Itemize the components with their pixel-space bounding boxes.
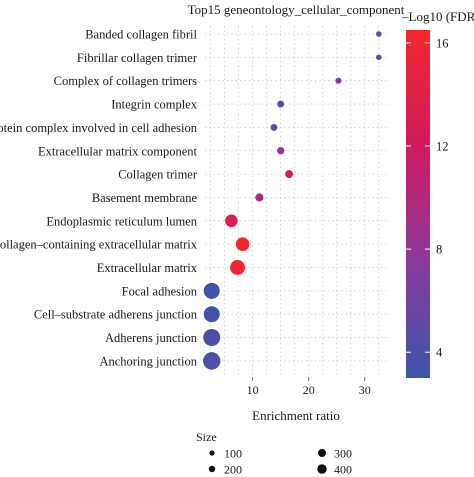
category-label: Extracellular matrix <box>97 261 198 275</box>
data-point <box>376 54 382 61</box>
data-point <box>277 100 285 108</box>
color-tick-label: 16 <box>436 36 449 50</box>
x-axis-title: Enrichment ratio <box>252 408 340 423</box>
size-legend-dot <box>209 450 215 456</box>
data-point <box>255 193 264 202</box>
color-legend: –Log10 (FDR) 4 8 12 16 <box>401 9 474 378</box>
data-point <box>270 123 278 131</box>
data-point <box>285 170 294 179</box>
color-tick-label: 8 <box>436 243 442 257</box>
size-legend: Size 100 200 300 400 <box>196 430 352 477</box>
size-legend-dot <box>318 449 326 457</box>
size-legend-title: Size <box>196 430 217 444</box>
category-label: Focal adhesion <box>122 284 198 298</box>
size-legend-label: 200 <box>224 463 242 477</box>
category-label: Complex of collagen trimers <box>54 74 198 88</box>
data-point <box>203 306 220 323</box>
category-label: Extracellular matrix component <box>38 144 197 158</box>
x-tick-label: 20 <box>303 383 315 397</box>
data-point <box>203 282 220 299</box>
category-label: Cell–substrate adherens junction <box>34 308 198 322</box>
category-label: Banded collagen fibril <box>85 28 197 42</box>
category-label: Integrin complex <box>111 98 197 112</box>
size-legend-dot <box>208 465 216 473</box>
data-point <box>203 352 221 370</box>
data-point <box>230 260 245 275</box>
data-point <box>376 31 382 37</box>
category-label: Basement membrane <box>92 191 198 205</box>
size-legend-dot <box>317 464 327 474</box>
size-legend-label: 300 <box>334 447 352 461</box>
category-label: Protein complex involved in cell adhesio… <box>0 121 198 135</box>
data-point <box>225 214 238 228</box>
category-labels: Banded collagen fibril Fibrillar collagen… <box>0 28 198 369</box>
data-point <box>335 77 342 84</box>
grid-lines <box>205 26 390 377</box>
x-tick-label: 10 <box>247 383 259 397</box>
data-points <box>203 31 382 370</box>
chart-title: Top15 geneontology_cellular_component <box>188 2 405 17</box>
category-label: Adherens junction <box>105 331 198 345</box>
category-label: Endoplasmic reticulum lumen <box>46 214 197 228</box>
category-label: Collagen trimer <box>118 168 198 182</box>
data-point <box>277 147 285 155</box>
color-tick-label: 4 <box>436 346 443 360</box>
color-tick-label: 12 <box>436 140 449 154</box>
size-legend-label: 100 <box>224 447 242 461</box>
data-point <box>235 237 250 251</box>
color-legend-title: –Log10 (FDR) <box>401 9 474 24</box>
x-axis: 10 20 30 <box>247 377 371 397</box>
x-tick-label: 30 <box>359 383 371 397</box>
category-label: Anchoring junction <box>99 354 197 368</box>
category-label: Collagen–containing extracellular matrix <box>0 238 198 252</box>
category-label: Fibrillar collagen trimer <box>77 51 198 65</box>
color-legend-bar <box>406 30 430 378</box>
data-point <box>203 329 221 347</box>
size-legend-label: 400 <box>334 463 352 477</box>
